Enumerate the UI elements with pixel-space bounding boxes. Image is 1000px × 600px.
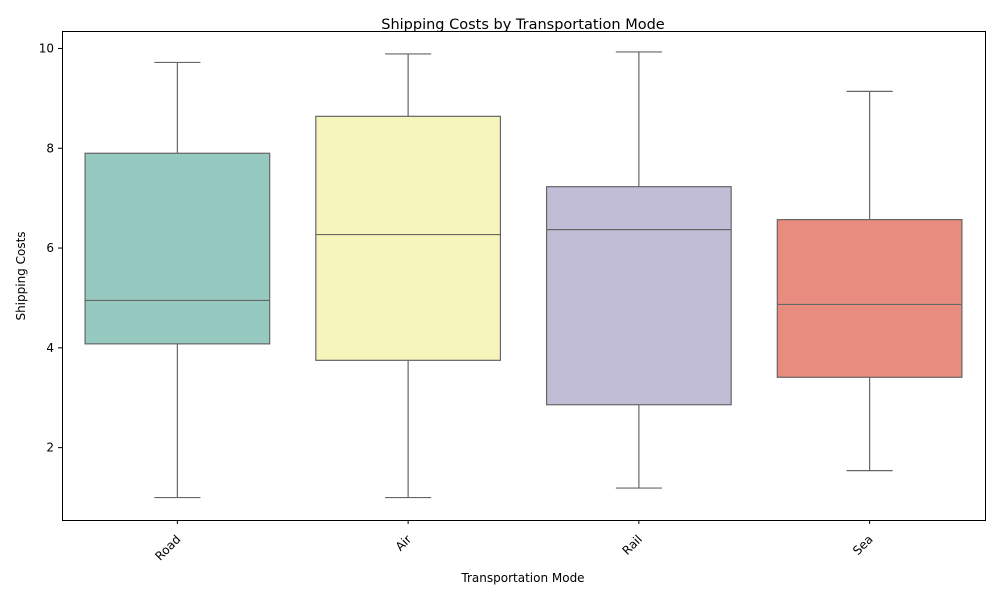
x-tick-label-sea: Sea xyxy=(850,532,876,558)
x-axis-title: Transportation Mode xyxy=(460,571,584,585)
y-tick-label: 6 xyxy=(46,241,54,255)
boxes-layer xyxy=(84,51,963,499)
box-sea xyxy=(776,219,963,378)
box-group-road xyxy=(84,61,271,499)
chart-title: Shipping Costs by Transportation Mode xyxy=(381,17,665,33)
y-axis: 2 4 6 8 10 xyxy=(39,41,62,455)
box-group-sea xyxy=(776,90,963,472)
y-tick-label: 2 xyxy=(46,441,54,455)
y-tick-label: 10 xyxy=(39,41,54,55)
box-group-rail xyxy=(545,51,732,489)
x-tick-label-road: Road xyxy=(152,532,183,563)
x-tick-label-air: Air xyxy=(393,532,415,554)
box-group-air xyxy=(315,53,502,499)
box-rail xyxy=(545,186,732,406)
box-air xyxy=(315,115,502,361)
x-tick-label-rail: Rail xyxy=(619,532,645,558)
box-road xyxy=(84,152,271,345)
y-tick-label: 8 xyxy=(46,141,54,155)
y-tick-label: 4 xyxy=(46,341,54,355)
y-axis-title: Shipping Costs xyxy=(14,231,28,320)
x-axis: Road Air Rail Sea xyxy=(152,520,876,563)
plot-frame xyxy=(62,31,986,521)
